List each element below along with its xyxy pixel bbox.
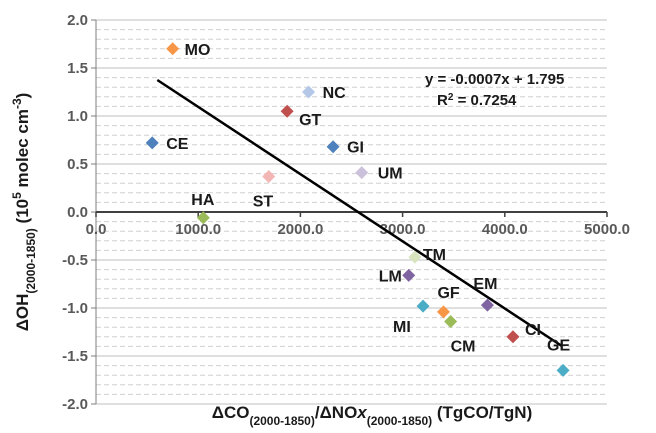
y-tick-label: -1.0 xyxy=(62,300,88,317)
y-axis-title: ΔOH(2000-1850) (105 molec cm-3) xyxy=(10,93,38,332)
point-label-gf: GF xyxy=(437,285,459,302)
data-point-ge xyxy=(556,363,570,377)
point-label-gt: GT xyxy=(299,112,321,129)
point-label-em: EM xyxy=(473,276,497,293)
data-point-um xyxy=(355,166,369,180)
point-label-gi: GI xyxy=(347,140,364,157)
data-point-st xyxy=(262,169,276,183)
data-point-ha xyxy=(196,211,210,225)
trendline-equation: y = -0.0007x + 1.795 xyxy=(425,71,564,88)
x-axis-title: ΔCO(2000-1850)/ΔNOx(2000-1850) (TgCO/TgN… xyxy=(212,403,533,428)
y-tick-label: 0.5 xyxy=(67,156,88,173)
data-point-gt xyxy=(280,104,294,118)
data-point-gi xyxy=(326,140,340,154)
x-tick-label: 1000.0 xyxy=(175,221,221,238)
x-tick-label: 2000.0 xyxy=(277,221,323,238)
y-tick-labels: 2.0 1.5 1.0 0.5 0.0 -0.5 -1.0 -1.5 -2.0 xyxy=(62,12,96,413)
y-tick-label: 1.0 xyxy=(67,108,88,125)
point-label-nc: NC xyxy=(323,85,347,102)
point-label-st: ST xyxy=(253,193,274,210)
y-tick-label: -1.5 xyxy=(62,348,88,365)
point-label-mi: MI xyxy=(393,319,411,336)
data-point-tm xyxy=(408,250,422,264)
data-point-gf xyxy=(436,305,450,319)
point-label-tm: TM xyxy=(423,247,446,264)
data-point-nc xyxy=(302,85,316,99)
x-tick-labels: 0.0 1000.0 2000.0 3000.0 4000.0 5000.0 xyxy=(86,212,630,238)
data-point-lm xyxy=(402,268,416,282)
point-label-lm: LM xyxy=(379,268,402,285)
trendline xyxy=(156,78,563,348)
point-label-ha: HA xyxy=(191,192,215,209)
y-tick-label: 1.5 xyxy=(67,60,88,77)
y-tick-label: 0.0 xyxy=(67,204,88,221)
data-point-ci xyxy=(506,330,520,344)
point-label-ci: CI xyxy=(525,322,541,339)
y-tick-label: -2.0 xyxy=(62,396,88,413)
x-tick-label: 0.0 xyxy=(86,221,107,238)
point-label-cm: CM xyxy=(451,338,476,355)
data-point-mi xyxy=(416,299,430,313)
y-tick-label: -0.5 xyxy=(62,252,88,269)
x-tick-label: 4000.0 xyxy=(482,221,528,238)
x-tick-label: 5000.0 xyxy=(584,221,630,238)
point-label-ce: CE xyxy=(166,136,189,153)
data-point-cm xyxy=(444,314,458,328)
y-tick-label: 2.0 xyxy=(67,12,88,29)
data-point-mo xyxy=(166,42,180,56)
point-label-um: UM xyxy=(378,166,403,183)
data-point-em xyxy=(480,298,494,312)
data-point-ce xyxy=(145,136,159,150)
point-label-mo: MO xyxy=(185,42,211,59)
r-squared-label: R2 = 0.7254 xyxy=(437,92,517,110)
point-label-ge: GE xyxy=(547,337,570,354)
